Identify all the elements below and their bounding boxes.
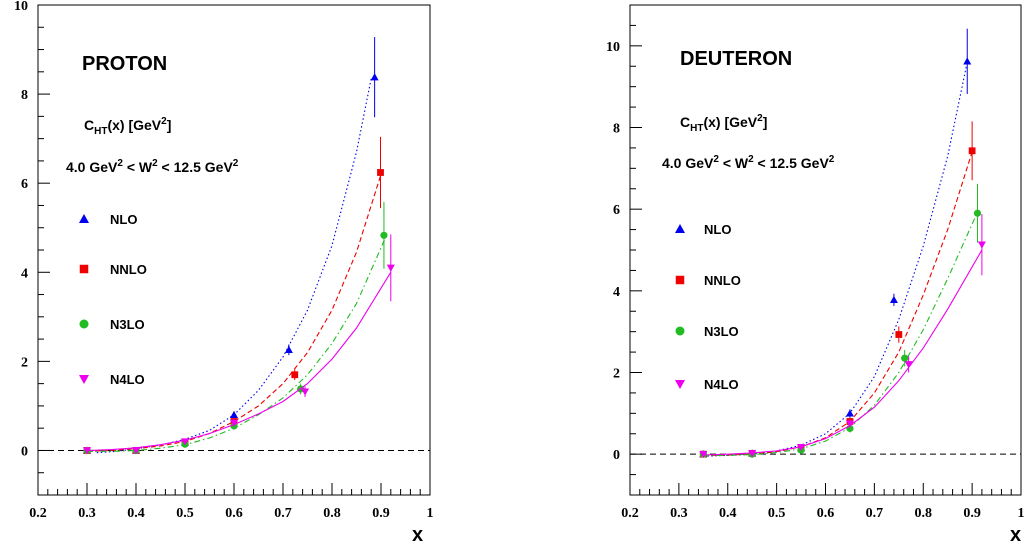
series-curve-n3lo — [703, 212, 978, 456]
legend-marker-nlo — [79, 214, 89, 223]
legend-label-nlo: NLO — [704, 222, 731, 237]
data-point-n4lo — [845, 420, 854, 428]
legend-marker-n3lo — [675, 326, 685, 336]
data-point-n4lo — [181, 438, 189, 446]
legend-marker-n4lo — [79, 375, 89, 384]
x-tick-label: 0.4 — [127, 506, 145, 521]
data-point-n3lo — [973, 209, 982, 217]
x-tick-label: 0.3 — [78, 506, 96, 521]
data-point-nlo — [370, 73, 379, 81]
legend-marker-nnlo — [675, 275, 685, 285]
data-point-n4lo — [386, 264, 395, 272]
data-point-nlo — [230, 410, 238, 419]
data-point-n4lo — [132, 447, 140, 455]
data-point-n4lo — [904, 361, 913, 369]
x-tick-label: 0.2 — [621, 506, 639, 521]
legend-label-nlo: NLO — [110, 212, 137, 227]
proton-chart-panel: 0.2 0.3 0.4 0.5 0.6 0.7 0.8 0.9 1 0 2 4 6 8 10 NLO NNLO N… — [14, 0, 434, 544]
y-tick-label: 4 — [613, 285, 620, 300]
x-tick-label: 0.7 — [274, 506, 292, 521]
data-point-nnlo — [377, 169, 384, 176]
proton-chart: 0.2 0.3 0.4 0.5 0.6 0.7 0.8 0.9 10246810NLONNLON… — [14, 0, 434, 544]
data-point-n4lo — [977, 241, 986, 249]
y-tick-label: 4 — [21, 266, 28, 281]
data-point-nnlo — [968, 147, 976, 155]
data-point-nnlo — [895, 331, 903, 338]
quantity-label: CHT(x) [GeV2] — [84, 116, 171, 137]
legend-label-n4lo: N4LO — [110, 372, 145, 387]
data-point-nlo — [845, 409, 854, 417]
data-point-n4lo — [230, 419, 238, 427]
kinematic-range-label: 4.0 GeV2 < W2 < 12.5 GeV2 — [66, 158, 239, 175]
y-tick-label: 10 — [14, 0, 28, 14]
x-axis-label: x — [412, 524, 423, 544]
y-tick-label: 2 — [21, 355, 28, 370]
legend-label-nnlo: NNLO — [110, 262, 147, 277]
series-curve-n4lo — [703, 249, 983, 456]
data-point-n4lo — [797, 444, 806, 452]
x-tick-label: 0.8 — [915, 506, 933, 521]
y-tick-label: 8 — [21, 88, 28, 103]
x-tick-label: 1 — [427, 506, 434, 521]
x-tick-label: 0.9 — [372, 506, 390, 521]
data-point-nlo — [284, 345, 293, 353]
x-tick-label: 0.3 — [670, 506, 688, 521]
data-point-n3lo — [380, 231, 388, 239]
deuteron-chart: 0.2 0.3 0.4 0.5 0.6 0.7 0.8 0.9 10246810NLONNLON… — [606, 4, 1025, 544]
x-tick-label: 0.5 — [768, 506, 786, 521]
legend-marker-nnlo — [79, 264, 89, 274]
data-point-nnlo — [291, 371, 299, 379]
legend-label-n3lo: N3LO — [110, 317, 145, 332]
legend-marker-nlo — [675, 224, 685, 233]
legend-label-n4lo: N4LO — [704, 377, 739, 392]
data-point-n4lo — [301, 388, 310, 396]
x-tick-label: 0.9 — [963, 506, 981, 521]
series-curve-nnlo — [703, 151, 973, 456]
kinematic-range-label: 4.0 GeV2 < W2 < 12.5 GeV2 — [662, 154, 835, 171]
x-tick-label: 0.5 — [176, 506, 194, 521]
data-point-n4lo — [699, 450, 708, 459]
y-tick-label: 6 — [21, 177, 28, 192]
deuteron-chart-panel: 0.2 0.3 0.4 0.5 0.6 0.7 0.8 0.9 1 0 2 4 6 8 10 NLO NNLO N… — [514, 0, 1027, 544]
data-point-n4lo — [83, 447, 91, 455]
data-point-nlo — [963, 57, 972, 65]
y-tick-label: 8 — [613, 122, 620, 137]
proton-title: PROTON — [82, 53, 167, 75]
legend-label-nnlo: NNLO — [704, 273, 741, 288]
y-tick-label: 0 — [21, 444, 28, 459]
data-point-n3lo — [901, 354, 909, 362]
quantity-label: CHT(x) [GeV2] — [680, 113, 767, 134]
legend-marker-n4lo — [675, 380, 685, 389]
x-tick-label: 0.2 — [29, 506, 47, 521]
y-tick-label: 0 — [613, 448, 620, 463]
x-tick-label: 0.7 — [866, 506, 884, 521]
x-tick-label: 0.6 — [817, 506, 835, 521]
deuteron-title: DEUTERON — [680, 48, 792, 70]
deuteron-plot-frame — [629, 4, 1022, 496]
x-tick-label: 1 — [1018, 506, 1025, 521]
y-tick-label: 2 — [613, 367, 620, 382]
data-point-n4lo — [748, 450, 757, 458]
x-tick-label: 0.8 — [323, 506, 341, 521]
legend-marker-n3lo — [79, 319, 89, 329]
x-axis-label: x — [1010, 524, 1021, 544]
series-curve-n4lo — [86, 272, 392, 452]
legend-label-n3lo: N3LO — [704, 324, 739, 339]
y-tick-label: 6 — [613, 203, 620, 218]
x-tick-label: 0.6 — [225, 506, 243, 521]
data-point-nlo — [889, 295, 898, 304]
x-tick-label: 0.4 — [719, 506, 737, 521]
y-tick-label: 10 — [606, 40, 620, 55]
